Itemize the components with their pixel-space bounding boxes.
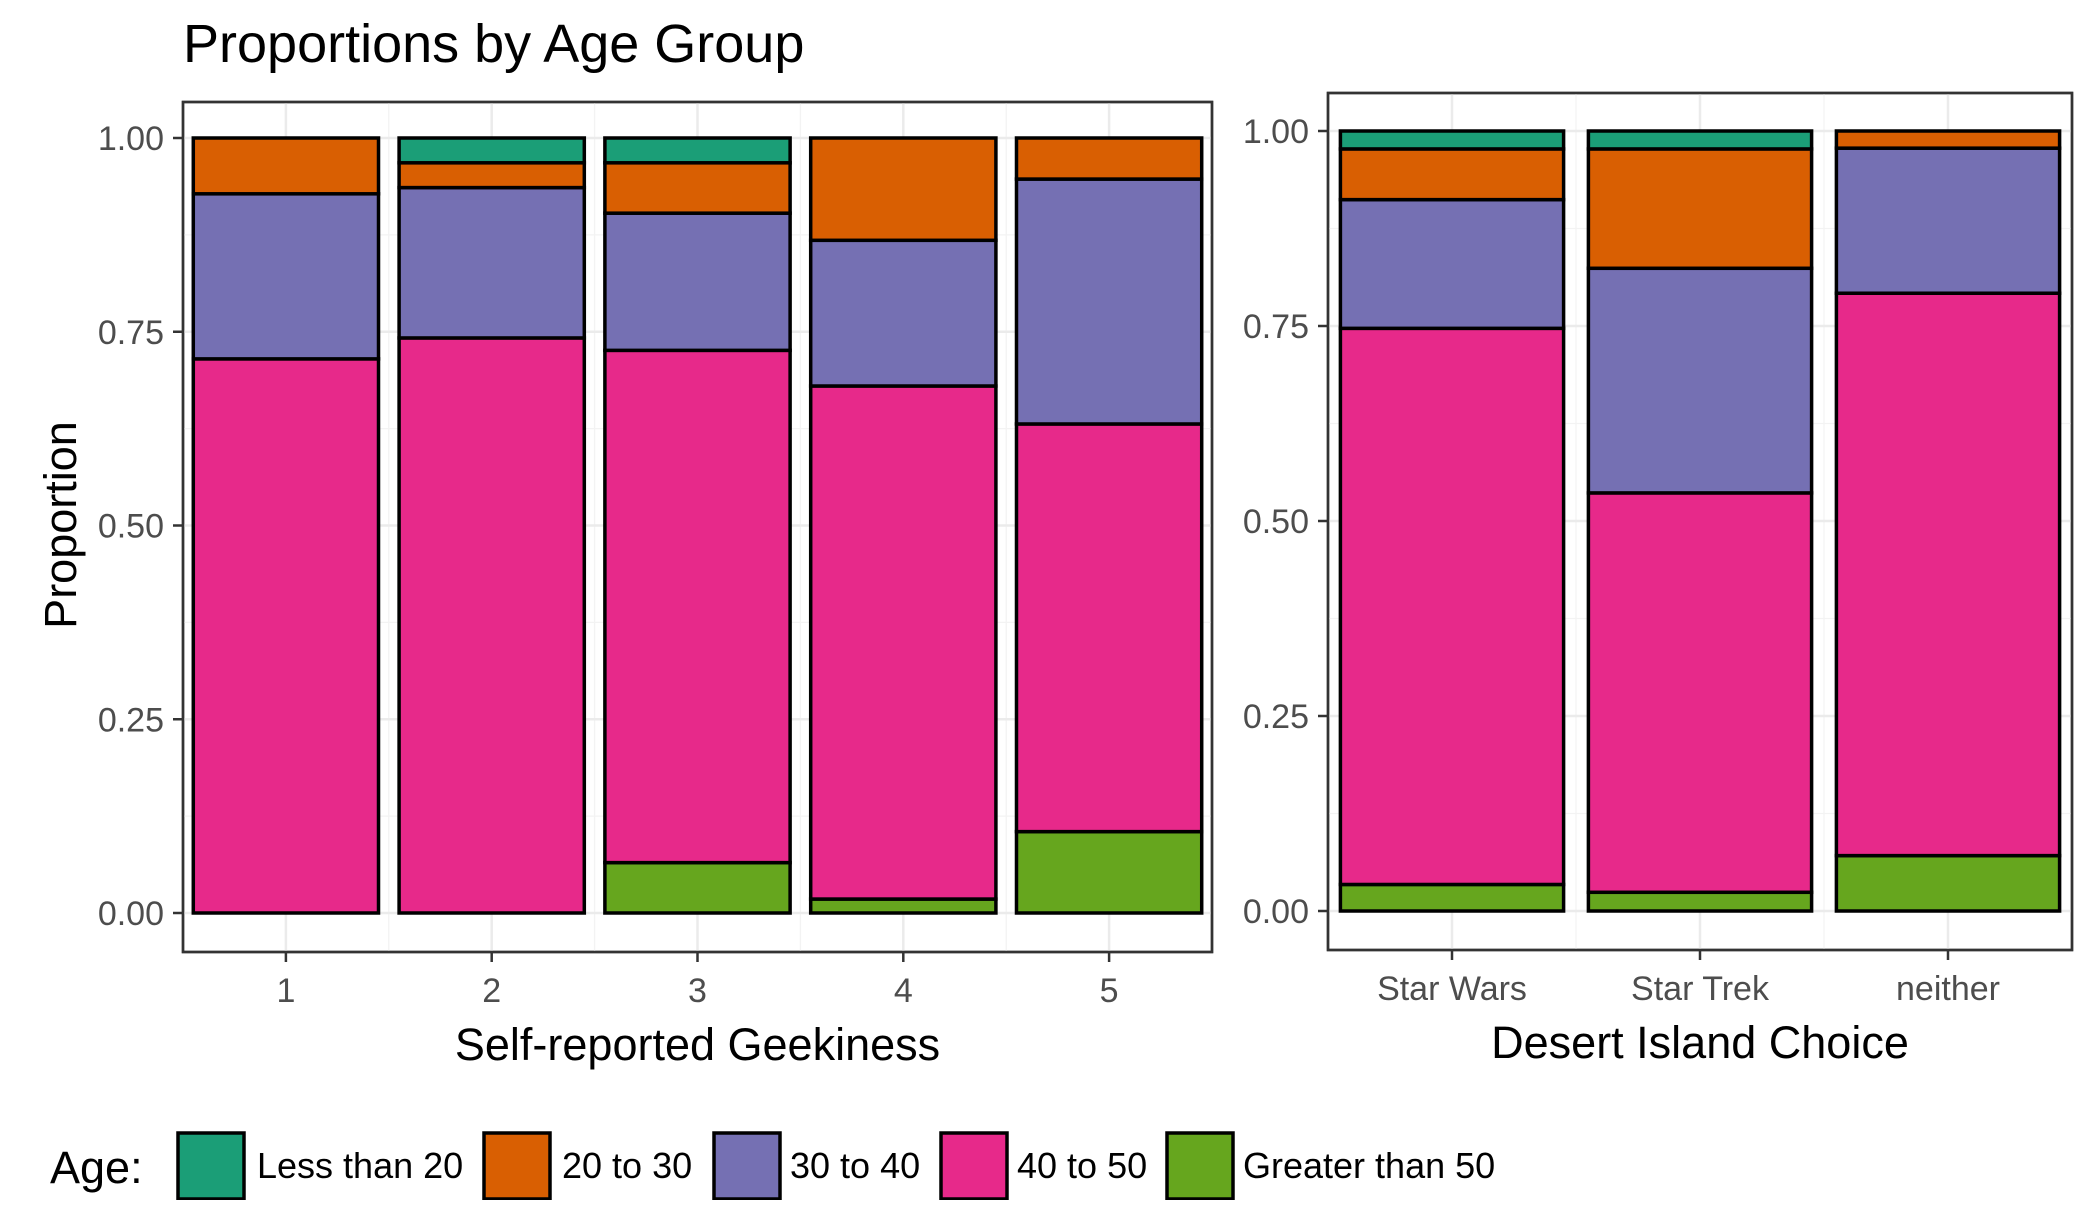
bar-segment-2-30-to-40: 2 / 30 to 40: 0.194 bbox=[397, 185, 587, 340]
bar-segment-4-40-to-50: 4 / 40 to 50: 0.662 bbox=[808, 384, 998, 901]
bar-segment-1-20-to-30: 1 / 20 to 30: 0.072 bbox=[191, 136, 381, 196]
legend-swatch bbox=[939, 1131, 1009, 1201]
legend-label: 20 to 30 bbox=[562, 1145, 692, 1186]
y-tick-label: 0.75 bbox=[1243, 308, 1309, 346]
bars: Star Wars / Greater than 50: 0.034Star W… bbox=[1338, 129, 2062, 913]
y-axis: 0.00 0.25 0.50 0.75 1.00 bbox=[1243, 113, 1328, 931]
legend-label: 30 to 40 bbox=[790, 1145, 920, 1186]
y-tick-label: 0.50 bbox=[98, 508, 164, 546]
legend: Age: Less than 20 20 to 30 30 to 40 40 to 50… bbox=[50, 1131, 1495, 1201]
bar-segment-3-greater-than-50: 3 / Greater than 50: 0.065 bbox=[603, 860, 792, 915]
bar-segment-star-wars-40-to-50: Star Wars / 40 to 50: 0.713 bbox=[1338, 326, 1566, 887]
legend-swatch bbox=[482, 1131, 552, 1201]
x-tick-label: 2 bbox=[482, 972, 501, 1010]
bar-segment-neither-greater-than-50: neither / Greater than 50: 0.071 bbox=[1834, 853, 2062, 913]
legend-item-40-to-50: 40 to 50 bbox=[939, 1131, 1147, 1201]
x-tick-label: 5 bbox=[1100, 972, 1119, 1010]
bar-segment-3-20-to-30: 3 / 20 to 30: 0.065 bbox=[603, 161, 792, 215]
legend-title: Age: bbox=[50, 1142, 143, 1193]
y-axis-title: Proportion bbox=[35, 421, 86, 629]
x-tick-label: 3 bbox=[688, 972, 707, 1010]
bar-segment-3-30-to-40: 3 / 30 to 40: 0.177 bbox=[603, 211, 792, 353]
y-tick-label: 0.50 bbox=[1243, 503, 1309, 541]
y-tick-label: 0.25 bbox=[98, 701, 164, 739]
legend-item-20-to-30: 20 to 30 bbox=[482, 1131, 692, 1201]
x-tick-label: Star Wars bbox=[1377, 970, 1527, 1008]
legend-item-less-than-20: Less than 20 bbox=[176, 1131, 463, 1201]
panel-2: Star Wars / Greater than 50: 0.034Star W… bbox=[1243, 91, 2074, 1068]
bar-segment-star-wars-less-than-20: Star Wars / Less than 20: 0.023 bbox=[1338, 129, 1566, 151]
legend-item-greater-than-50: Greater than 50 bbox=[1165, 1131, 1495, 1201]
bar-segment-star-trek-greater-than-50: Star Trek / Greater than 50: 0.024 bbox=[1586, 890, 1814, 913]
legend-label: Greater than 50 bbox=[1243, 1145, 1495, 1186]
bar-segment-5-greater-than-50: 5 / Greater than 50: 0.105 bbox=[1014, 829, 1204, 915]
y-tick-label: 0.00 bbox=[1243, 893, 1309, 931]
bar-segment-4-greater-than-50: 4 / Greater than 50: 0.018 bbox=[808, 897, 998, 915]
x-tick-label: Star Trek bbox=[1631, 970, 1770, 1008]
bar-segment-3-less-than-20: 3 / Less than 20: 0.032 bbox=[603, 136, 792, 165]
bar-segment-star-wars-20-to-30: Star Wars / 20 to 30: 0.065 bbox=[1338, 147, 1566, 202]
x-axis-title: Desert Island Choice bbox=[1491, 1017, 1909, 1068]
x-axis: 1 2 3 4 5 bbox=[276, 952, 1119, 1010]
y-axis: 0.00 0.25 0.50 0.75 1.00 bbox=[98, 120, 183, 933]
bar-segment-star-trek-40-to-50: Star Trek / 40 to 50: 0.512 bbox=[1586, 491, 1814, 895]
x-tick-label: 4 bbox=[894, 972, 913, 1010]
bar-segment-star-trek-30-to-40: Star Trek / 30 to 40: 0.288 bbox=[1586, 266, 1814, 495]
bar-segment-4-20-to-30: 4 / 20 to 30: 0.132 bbox=[808, 136, 998, 243]
legend-label: 40 to 50 bbox=[1017, 1145, 1147, 1186]
bar-segment-neither-20-to-30: neither / 20 to 30: 0.022 bbox=[1834, 129, 2062, 150]
y-tick-label: 0.75 bbox=[98, 314, 164, 352]
x-axis-title: Self-reported Geekiness bbox=[455, 1019, 940, 1070]
y-tick-label: 0.00 bbox=[98, 895, 164, 933]
legend-swatch bbox=[1165, 1131, 1235, 1201]
bar-segment-2-40-to-50: 2 / 40 to 50: 0.742 bbox=[397, 336, 587, 915]
x-axis: Star Wars Star Trek neither bbox=[1377, 950, 2000, 1008]
bar-segment-star-wars-greater-than-50: Star Wars / Greater than 50: 0.034 bbox=[1338, 882, 1566, 913]
x-tick-label: neither bbox=[1896, 970, 2000, 1008]
bar-segment-neither-40-to-50: neither / 40 to 50: 0.721 bbox=[1834, 291, 2062, 858]
bar-segment-star-trek-20-to-30: Star Trek / 20 to 30: 0.153 bbox=[1586, 147, 1814, 271]
y-tick-label: 0.25 bbox=[1243, 698, 1309, 736]
bar-segment-5-40-to-50: 5 / 40 to 50: 0.526 bbox=[1014, 422, 1204, 834]
bar-segment-5-30-to-40: 5 / 30 to 40: 0.316 bbox=[1014, 177, 1204, 426]
legend-swatch bbox=[176, 1131, 246, 1201]
bar-segment-2-20-to-30: 2 / 20 to 30: 0.032 bbox=[397, 161, 587, 190]
y-tick-label: 1.00 bbox=[98, 120, 164, 158]
bar-segment-4-30-to-40: 4 / 30 to 40: 0.188 bbox=[808, 238, 998, 388]
bars: 1 / 40 to 50: 0.7151 / 30 to 40: 0.2131 … bbox=[191, 136, 1204, 915]
legend-swatch bbox=[712, 1131, 782, 1201]
panel-1: 1 / 40 to 50: 0.7151 / 30 to 40: 0.2131 … bbox=[35, 100, 1214, 1070]
bar-segment-neither-30-to-40: neither / 30 to 40: 0.186 bbox=[1834, 146, 2062, 295]
legend-label: Less than 20 bbox=[257, 1145, 463, 1186]
x-tick-label: 1 bbox=[276, 972, 295, 1010]
bar-segment-3-40-to-50: 3 / 40 to 50: 0.661 bbox=[603, 348, 792, 865]
bar-segment-1-40-to-50: 1 / 40 to 50: 0.715 bbox=[191, 357, 381, 915]
bar-segment-star-trek-less-than-20: Star Trek / Less than 20: 0.023 bbox=[1586, 129, 1814, 151]
bar-segment-2-less-than-20: 2 / Less than 20: 0.032 bbox=[397, 136, 587, 165]
bar-segment-star-wars-30-to-40: Star Wars / 30 to 40: 0.165 bbox=[1338, 197, 1566, 331]
y-tick-label: 1.00 bbox=[1243, 113, 1309, 151]
plot-title: Proportions by Age Group bbox=[183, 14, 804, 74]
bar-segment-5-20-to-30: 5 / 20 to 30: 0.053 bbox=[1014, 136, 1204, 181]
bar-segment-1-30-to-40: 1 / 30 to 40: 0.213 bbox=[191, 192, 381, 361]
legend-item-30-to-40: 30 to 40 bbox=[712, 1131, 920, 1201]
